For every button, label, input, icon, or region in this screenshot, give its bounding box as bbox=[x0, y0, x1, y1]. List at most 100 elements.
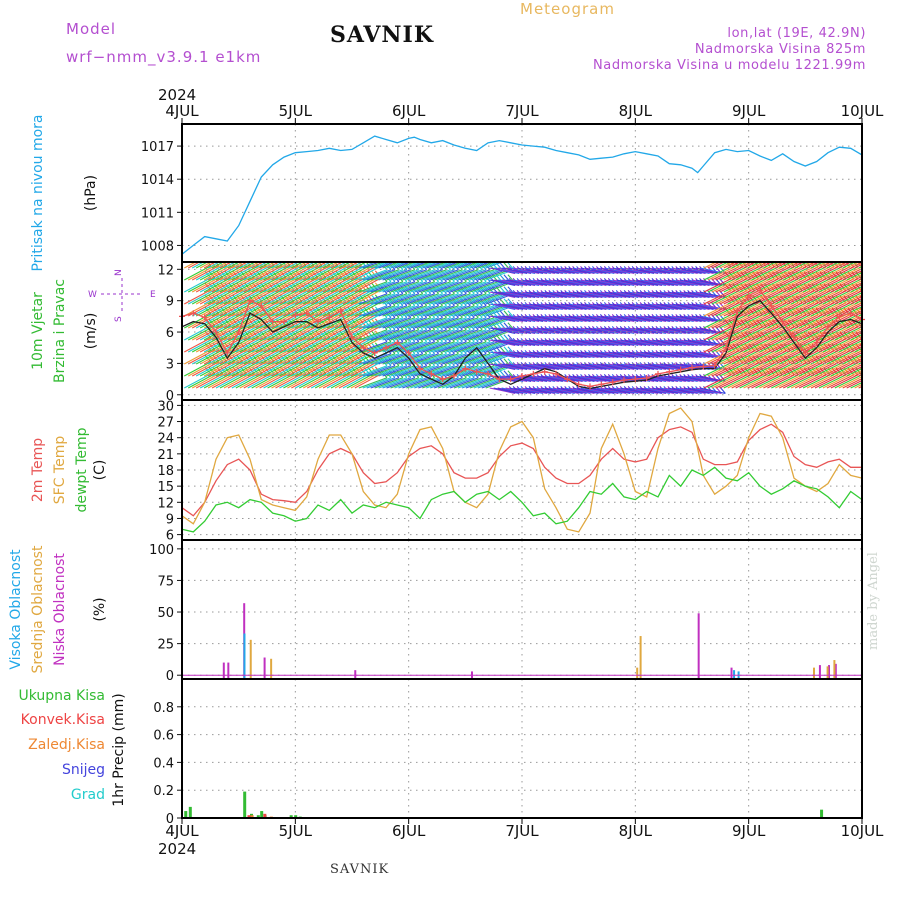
wind-barb bbox=[374, 293, 404, 305]
wind-barb bbox=[676, 279, 702, 286]
wind-barb bbox=[318, 289, 346, 305]
wind-barb bbox=[251, 301, 279, 317]
wind-barb bbox=[541, 315, 567, 322]
wind-barb bbox=[366, 269, 396, 281]
wind-barb bbox=[747, 290, 775, 305]
wind-barb bbox=[806, 262, 821, 269]
wind-barb bbox=[191, 301, 219, 317]
wind-barb bbox=[203, 373, 231, 389]
wind-barb bbox=[612, 387, 639, 394]
wind-barb bbox=[231, 265, 259, 281]
wind-barb bbox=[695, 291, 722, 298]
wind-barb bbox=[854, 311, 862, 317]
wind-barb bbox=[755, 262, 770, 269]
wind-barb bbox=[806, 266, 835, 281]
wind-barb bbox=[648, 303, 674, 310]
wind-gust-point bbox=[553, 370, 559, 377]
wind-barb bbox=[461, 377, 491, 389]
wind-barb bbox=[239, 325, 267, 341]
wind-barb bbox=[350, 277, 378, 293]
wind-barb bbox=[338, 373, 366, 389]
wind-barb-flag bbox=[868, 320, 874, 327]
wind-barb bbox=[541, 327, 567, 334]
wind-barb bbox=[850, 333, 862, 341]
wind-barb bbox=[703, 314, 732, 329]
wind-barb bbox=[636, 327, 663, 334]
wind-barb bbox=[398, 293, 427, 305]
wind-barb-flag bbox=[876, 332, 882, 339]
wind-barb-flag bbox=[749, 248, 755, 255]
wind-barb bbox=[557, 363, 583, 370]
wind-barb bbox=[703, 374, 732, 389]
wind-barb bbox=[191, 349, 219, 365]
wind-barb-flag bbox=[872, 344, 878, 351]
wind-barb bbox=[707, 262, 722, 269]
wind-barb bbox=[850, 273, 862, 281]
wind-barb bbox=[790, 262, 805, 269]
wind-barb bbox=[679, 375, 706, 382]
wind-barb bbox=[243, 277, 271, 293]
wind-barb bbox=[382, 293, 411, 305]
wind-barb bbox=[271, 337, 299, 353]
wind-barb bbox=[418, 281, 447, 293]
wind-barb bbox=[402, 281, 431, 293]
wind-gust-point bbox=[621, 377, 627, 384]
wind-barb bbox=[636, 339, 663, 346]
wind-barb bbox=[755, 374, 783, 389]
wind-barb bbox=[334, 373, 362, 389]
wind-barb bbox=[715, 278, 744, 293]
axis-label: Visoka Oblacnost bbox=[8, 549, 24, 670]
wind-barb bbox=[219, 349, 247, 365]
wind-barb bbox=[362, 269, 392, 281]
wind-barb-flag bbox=[832, 248, 838, 255]
wind-barb bbox=[493, 351, 520, 358]
wind-barb bbox=[521, 291, 547, 298]
wind-barb bbox=[259, 265, 287, 281]
wind-barb bbox=[287, 277, 315, 293]
wind-barb bbox=[184, 301, 212, 317]
wind-barb bbox=[743, 314, 771, 329]
wind-barb bbox=[299, 349, 327, 365]
wind-barb bbox=[818, 278, 847, 293]
wind-barb bbox=[521, 315, 547, 322]
wind-barb bbox=[668, 303, 694, 310]
wind-barb bbox=[275, 337, 303, 353]
wind-barb bbox=[699, 291, 726, 298]
wind-barb bbox=[334, 301, 362, 317]
wind-barb bbox=[199, 361, 227, 377]
wind-barb bbox=[453, 269, 483, 281]
wind-barb bbox=[814, 338, 843, 353]
wind-barb bbox=[406, 281, 435, 293]
wind-barb bbox=[441, 329, 471, 341]
wind-barb-flag bbox=[837, 262, 843, 268]
wind-barb bbox=[461, 341, 491, 353]
wind-barb-flag bbox=[876, 296, 882, 303]
wind-barb bbox=[545, 339, 571, 346]
wind-barb bbox=[207, 265, 235, 281]
wind-barb bbox=[612, 279, 639, 286]
wind-barb bbox=[672, 267, 698, 274]
wind-barb bbox=[489, 387, 516, 394]
wind-barb bbox=[620, 351, 647, 358]
wind-barb bbox=[782, 314, 811, 329]
wind-barb bbox=[553, 291, 579, 298]
wind-barb bbox=[263, 289, 291, 305]
wind-barb bbox=[251, 361, 279, 377]
wind-barb bbox=[211, 373, 239, 389]
wind-barb bbox=[326, 277, 354, 293]
wind-barb bbox=[334, 265, 362, 281]
wind-barb bbox=[830, 338, 859, 353]
wind-barb bbox=[223, 265, 251, 281]
wind-barb bbox=[652, 291, 678, 298]
wind-barb bbox=[529, 291, 555, 298]
wind-barb bbox=[195, 262, 209, 269]
wind-barb-flag bbox=[864, 272, 870, 279]
wind-barb bbox=[493, 279, 520, 286]
wind-barb bbox=[247, 361, 275, 377]
wind-barb bbox=[303, 373, 331, 389]
wind-barb-flag bbox=[880, 272, 886, 279]
x-tick-label-top: 5JUL bbox=[279, 102, 313, 120]
wind-gust-point bbox=[349, 334, 355, 341]
wind-barb bbox=[271, 361, 299, 377]
wind-barb bbox=[719, 290, 747, 305]
